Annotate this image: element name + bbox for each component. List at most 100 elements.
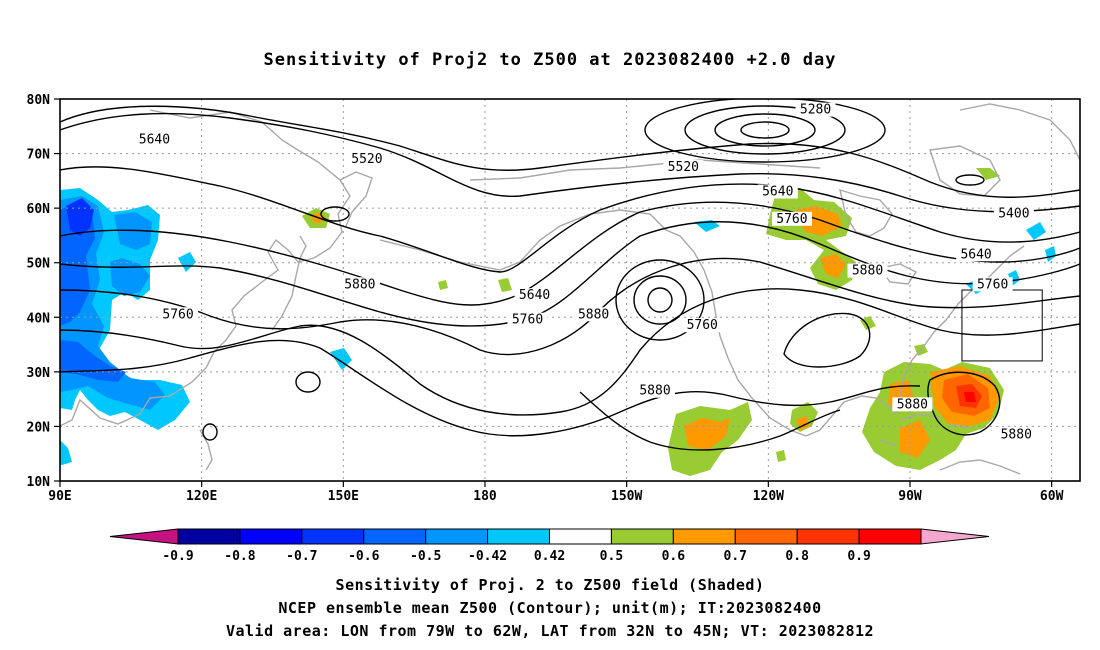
contour-label: 5520 (668, 160, 699, 175)
colorbar-swatch (672, 528, 736, 545)
colorbar-swatch (177, 528, 241, 545)
contour-label-bg (993, 206, 1034, 221)
lon-tick-label: 150W (611, 489, 642, 504)
negative-sensitivity-region (66, 198, 94, 236)
sensitivity-shading (60, 168, 1056, 476)
contour-label: 5880 (852, 264, 883, 279)
contour-line (60, 112, 1080, 213)
colorbar-label: 0.8 (785, 549, 809, 564)
colorbar-swatch (239, 528, 303, 545)
north-america-east-coast (895, 245, 1025, 415)
colorbar-swatch (487, 528, 551, 545)
contour-label: 5760 (977, 277, 1008, 292)
arctic-coastline (469, 159, 821, 181)
contour-line (60, 105, 1080, 198)
contour-low-center (714, 113, 816, 147)
contour-low-center (955, 174, 985, 186)
lat-tick-label: 50N (27, 257, 51, 272)
lon-tick-label: 90W (898, 489, 922, 504)
colorbar-label: 0.9 (847, 549, 870, 564)
negative-sensitivity-region (1045, 246, 1056, 262)
greenland-coastline (959, 103, 1080, 161)
lon-tick-label: 120E (186, 489, 217, 504)
gulf-coast (805, 395, 897, 437)
contour-label: 5880 (344, 277, 375, 292)
colorbar-swatch (858, 528, 922, 545)
contour-label: 5880 (897, 397, 928, 412)
contour-line (60, 201, 1080, 306)
contour-label-bg (635, 383, 675, 398)
negative-sensitivity-region (60, 440, 72, 465)
contour-label: 5760 (776, 212, 807, 227)
contour-low-center (644, 99, 886, 163)
contour-low-center (684, 105, 846, 155)
contour-label-bg (158, 307, 199, 322)
contour-label-bg (996, 427, 1037, 442)
contour-label-bg (663, 159, 704, 174)
baffin-island (929, 145, 1001, 197)
z500-contours (60, 99, 1080, 451)
caption-shaded: Sensitivity of Proj. 2 to Z500 field (Sh… (335, 576, 765, 594)
positive-sensitivity-region (498, 278, 512, 292)
map-gridlines (60, 99, 1080, 481)
lon-tick-label: 180 (473, 489, 497, 504)
caption-contour: NCEP ensemble mean Z500 (Contour); unit(… (278, 599, 822, 617)
contour-label: 5640 (139, 133, 170, 148)
colorbar-label: 0.7 (724, 549, 747, 564)
colorbar-label: 0.6 (662, 549, 686, 564)
contour-label-bg (847, 263, 888, 278)
contour-line (60, 166, 1080, 273)
contour-low-center (633, 275, 687, 325)
contour-line (60, 221, 1080, 327)
contour-label-bg (956, 247, 997, 262)
positive-sensitivity-region (976, 168, 1000, 180)
negative-sensitivity-region (60, 202, 95, 326)
contour-label-bg (972, 277, 1013, 292)
coastlines (60, 103, 1080, 475)
figure-title: Sensitivity of Proj2 to Z500 at 20230824… (263, 50, 837, 70)
lat-tick-label: 80N (27, 93, 51, 108)
positive-sensitivity-region (776, 450, 786, 462)
contour-label: 5280 (800, 103, 831, 118)
contour-label-bg (757, 184, 798, 199)
caption-valid-area: Valid area: LON from 79W to 62W, LAT fro… (225, 622, 875, 640)
great-lakes (878, 263, 918, 285)
positive-sensitivity-region (860, 316, 876, 330)
contour-line (60, 288, 1080, 416)
lon-tick-label: 60W (1040, 489, 1064, 504)
caption-lines: Sensitivity of Proj. 2 to Z500 field (Sh… (0, 574, 1100, 643)
lat-tick-label: 20N (27, 420, 51, 435)
colorbar-swatch (796, 528, 860, 545)
colorbar-swatch (734, 528, 798, 545)
colorbar-label: -0.5 (410, 549, 441, 564)
contour-labels: 5640 5520 5520 5280 5640 5760 5400 5640 5880 5760… (134, 102, 1037, 442)
colorbar-low-arrow (109, 528, 179, 545)
contour-label-bg (892, 397, 933, 412)
contour-label-bg (682, 318, 723, 333)
hudson-bay (839, 188, 893, 237)
alaska-coastline (519, 209, 705, 271)
colorbar-high-arrow (920, 528, 990, 545)
contour-low-center (647, 287, 673, 313)
contour-label-bg (134, 132, 175, 147)
colorbar-label: -0.9 (162, 549, 193, 564)
contour-line (60, 339, 921, 437)
positive-sensitivity-region (964, 392, 976, 402)
contour-low-center (202, 423, 218, 441)
colorbar-label: -0.42 (468, 549, 507, 564)
contour-label-bg (573, 307, 614, 322)
contour-label: 5640 (960, 247, 991, 262)
negative-sensitivity-region (178, 252, 196, 272)
colorbar-swatch (301, 528, 365, 545)
positive-sensitivity-region (438, 280, 448, 290)
asia-coastline (60, 109, 351, 427)
lat-tick-label: 60N (27, 202, 51, 217)
contour-line (579, 391, 841, 451)
contour-label-bg (339, 277, 380, 292)
contour-line (60, 257, 1080, 356)
contour-label-bg (771, 211, 812, 226)
lon-tick-label: 150E (328, 489, 359, 504)
colorbar-label: 0.42 (534, 549, 565, 564)
contour-line (783, 312, 871, 368)
